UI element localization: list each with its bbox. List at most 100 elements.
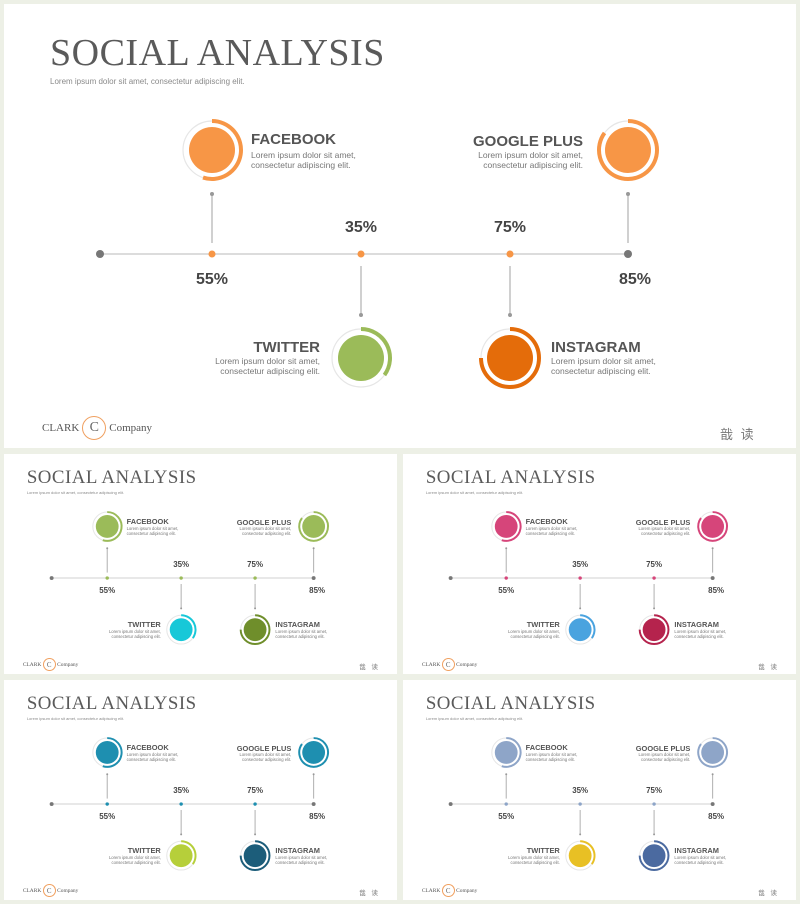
instagram-label: INSTAGRAM bbox=[551, 339, 641, 356]
facebook-axis-dot bbox=[504, 576, 508, 580]
slide-thumb-3[interactable]: SOCIAL ANALYSIS Lorem ipsum dolor sit ame… bbox=[4, 680, 397, 900]
google-stem-tip bbox=[711, 773, 714, 776]
brand-name-right: Company bbox=[57, 661, 79, 668]
facebook-icon-circle bbox=[494, 515, 518, 538]
instagram-stem-tip bbox=[653, 833, 656, 836]
google-stem-tip bbox=[626, 192, 630, 196]
brand-logo: CLARK C Company bbox=[422, 884, 478, 898]
facebook-label: FACEBOOK bbox=[126, 742, 169, 752]
twitter-description-2: consectetur adipiscing elit. bbox=[510, 633, 560, 639]
instagram-progress-arc bbox=[239, 614, 271, 646]
google-percent: 85% bbox=[309, 811, 326, 821]
timeline-end-dot bbox=[624, 250, 632, 258]
twitter-icon-circle bbox=[169, 618, 193, 642]
twitter-label: TWITTER bbox=[526, 619, 560, 629]
slide-thumb-1[interactable]: SOCIAL ANALYSIS Lorem ipsum dolor sit ame… bbox=[4, 454, 397, 674]
slide-subtitle: Lorem ipsum dolor sit amet, consectetur … bbox=[50, 77, 245, 86]
instagram-progress-arc bbox=[638, 614, 670, 646]
twitter-progress-arc bbox=[580, 614, 596, 639]
twitter-label: TWITTER bbox=[127, 619, 161, 629]
facebook-description-2: consectetur adipiscing elit. bbox=[126, 531, 176, 537]
instagram-description-2: consectetur adipiscing elit. bbox=[674, 633, 724, 639]
facebook-description-2: consectetur adipiscing elit. bbox=[525, 531, 575, 537]
brand-name-right: Company bbox=[456, 661, 478, 668]
instagram-label: INSTAGRAM bbox=[674, 845, 719, 855]
google-label: GOOGLE PLUS bbox=[635, 517, 691, 527]
instagram-stem-tip bbox=[254, 607, 257, 610]
twitter-description-1: Lorem ipsum dolor sit amet, bbox=[507, 854, 560, 860]
instagram-percent: 75% bbox=[646, 786, 663, 796]
google-description-2: consectetur adipiscing elit. bbox=[242, 757, 292, 763]
brand-c-icon: C bbox=[42, 884, 56, 898]
twitter-stem-tip bbox=[359, 313, 363, 317]
facebook-icon-circle bbox=[95, 515, 119, 538]
brand-name-left: CLARK bbox=[42, 422, 80, 434]
facebook-description-1: Lorem ipsum dolor sit amet, bbox=[525, 526, 578, 532]
slide-subtitle: Lorem ipsum dolor sit amet, consectetur … bbox=[425, 715, 524, 721]
google-percent: 85% bbox=[708, 585, 725, 595]
slide-title: SOCIAL ANALYSIS bbox=[26, 692, 197, 714]
facebook-stem-tip bbox=[106, 547, 109, 550]
brand-logo: CLARK C Company bbox=[42, 416, 152, 440]
timeline-graphic bbox=[49, 511, 329, 646]
brand-c-icon: C bbox=[441, 884, 455, 898]
twitter-axis-dot bbox=[578, 802, 582, 806]
google-description-1: Lorem ipsum dolor sit amet, bbox=[478, 150, 583, 160]
twitter-description-2: consectetur adipiscing elit. bbox=[510, 859, 560, 865]
timeline-start-dot bbox=[448, 576, 453, 581]
instagram-stem-tip bbox=[653, 607, 656, 610]
corner-mark: 戠 读 bbox=[720, 427, 756, 442]
google-label: GOOGLE PLUS bbox=[635, 743, 691, 753]
google-stem-tip bbox=[312, 773, 315, 776]
google-progress-arc bbox=[697, 511, 728, 542]
facebook-stem-tip bbox=[210, 192, 214, 196]
google-description-2: consectetur adipiscing elit. bbox=[641, 757, 691, 763]
instagram-percent: 75% bbox=[247, 786, 264, 796]
google-description-1: Lorem ipsum dolor sit amet, bbox=[638, 752, 691, 758]
facebook-description-1: Lorem ipsum dolor sit amet, bbox=[126, 526, 179, 532]
slide-title: SOCIAL ANALYSIS bbox=[425, 466, 596, 488]
google-icon-circle bbox=[701, 741, 725, 764]
instagram-percent: 75% bbox=[493, 219, 527, 236]
facebook-progress-arc bbox=[102, 737, 123, 768]
slide-thumb-2[interactable]: SOCIAL ANALYSIS Lorem ipsum dolor sit ame… bbox=[403, 454, 796, 674]
brand-name-left: CLARK bbox=[22, 887, 42, 894]
brand-c-icon: C bbox=[441, 658, 455, 672]
twitter-label: TWITTER bbox=[253, 339, 320, 356]
google-description-2: consectetur adipiscing elit. bbox=[483, 160, 583, 170]
corner-mark: 戠 读 bbox=[359, 890, 380, 898]
instagram-icon-circle bbox=[642, 844, 666, 868]
slide-thumb-4[interactable]: SOCIAL ANALYSIS Lorem ipsum dolor sit ame… bbox=[403, 680, 796, 900]
instagram-progress-arc bbox=[638, 840, 670, 872]
brand-logo: CLARK C Company bbox=[23, 658, 79, 672]
twitter-axis-dot bbox=[179, 576, 183, 580]
twitter-label: TWITTER bbox=[526, 845, 560, 855]
slide-main: SOCIAL ANALYSIS Lorem ipsum dolor sit ame… bbox=[4, 4, 796, 448]
instagram-icon-circle bbox=[487, 335, 533, 381]
google-progress-arc bbox=[298, 737, 329, 768]
brand-name-right: Company bbox=[456, 887, 478, 894]
google-progress-arc bbox=[697, 737, 728, 768]
instagram-description-1: Lorem ipsum dolor sit amet, bbox=[674, 854, 727, 860]
twitter-icon-circle bbox=[568, 844, 592, 868]
twitter-percent: 35% bbox=[173, 786, 190, 796]
google-description-1: Lorem ipsum dolor sit amet, bbox=[239, 526, 292, 532]
twitter-description-2: consectetur adipiscing elit. bbox=[111, 859, 161, 865]
facebook-percent: 55% bbox=[498, 585, 515, 595]
timeline-end-dot bbox=[311, 802, 316, 807]
twitter-description-1: Lorem ipsum dolor sit amet, bbox=[108, 628, 161, 634]
twitter-stem-tip bbox=[579, 833, 582, 836]
facebook-description-2: consectetur adipiscing elit. bbox=[251, 160, 351, 170]
facebook-label: FACEBOOK bbox=[251, 131, 337, 148]
google-icon-circle bbox=[605, 127, 651, 173]
facebook-icon-circle bbox=[95, 741, 119, 764]
timeline-graphic bbox=[96, 119, 659, 389]
brand-name-right: Company bbox=[109, 422, 153, 434]
facebook-label: FACEBOOK bbox=[126, 516, 169, 526]
twitter-percent: 35% bbox=[173, 560, 190, 570]
google-percent: 85% bbox=[618, 271, 652, 288]
facebook-progress-arc bbox=[501, 511, 522, 542]
facebook-percent: 55% bbox=[195, 271, 229, 288]
instagram-percent: 75% bbox=[646, 560, 663, 570]
timeline-end-dot bbox=[710, 576, 715, 581]
